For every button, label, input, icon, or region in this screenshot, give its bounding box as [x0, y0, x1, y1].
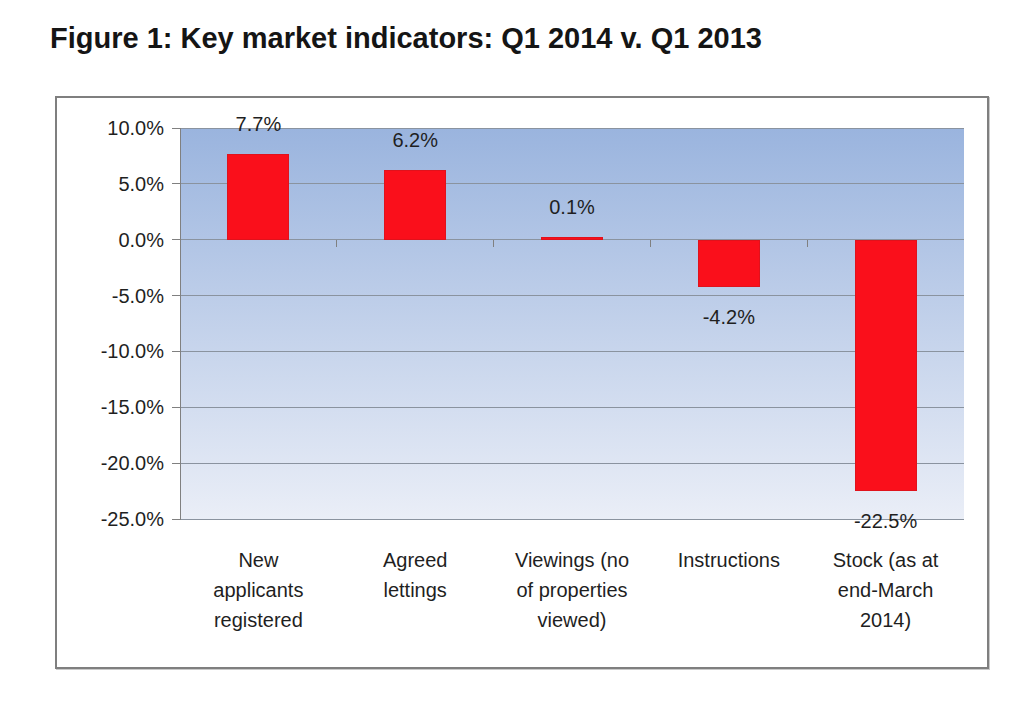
category-label-line: 2014)	[807, 605, 964, 635]
x-axis-tick	[493, 240, 494, 247]
gridline--10.0%	[180, 351, 964, 352]
y-axis-label: -20.0%	[57, 452, 164, 474]
x-axis-tick	[650, 240, 651, 247]
y-axis-tick	[172, 519, 180, 520]
plot-area: 7.7%6.2%0.1%-4.2%-22.5%	[180, 128, 964, 519]
y-axis-label: 10.0%	[57, 117, 164, 139]
category-label-line: Viewings (no	[494, 545, 651, 575]
category-label-line: Agreed	[337, 545, 494, 575]
category-label-line: of properties	[494, 575, 651, 605]
data-label-3: 0.1%	[502, 196, 642, 218]
category-label-line: lettings	[337, 575, 494, 605]
category-label-2: Agreedlettings	[337, 545, 494, 605]
y-axis-tick	[172, 351, 180, 352]
y-axis-label: -25.0%	[57, 508, 164, 530]
bar-2	[384, 170, 446, 239]
report-page: Figure 1: Key market indicators: Q1 2014…	[0, 0, 1024, 711]
y-axis-label: -10.0%	[57, 340, 164, 362]
category-label-3: Viewings (noof propertiesviewed)	[494, 545, 651, 635]
category-label-1: Newapplicantsregistered	[180, 545, 337, 635]
y-axis-tick	[172, 183, 180, 184]
bar-4	[698, 240, 760, 287]
x-axis-tick	[807, 240, 808, 247]
category-label-5: Stock (as atend-March2014)	[807, 545, 964, 635]
bar-5	[855, 240, 917, 491]
y-axis-label: -5.0%	[57, 285, 164, 307]
y-axis-label: -15.0%	[57, 396, 164, 418]
category-label-line: Stock (as at	[807, 545, 964, 575]
bar-1	[227, 154, 289, 240]
y-axis-tick	[172, 239, 180, 240]
data-label-5: -22.5%	[816, 510, 956, 532]
category-label-line: New	[180, 545, 337, 575]
data-label-4: -4.2%	[659, 306, 799, 328]
y-axis-tick	[172, 295, 180, 296]
category-label-line: Instructions	[650, 545, 807, 575]
gridline-5.0%	[180, 183, 964, 184]
chart-frame: 7.7% 6.2% 0.1% -4.2% -22.5% 10.0% 5.0% 0.0% -5.…	[55, 96, 989, 669]
category-label-line: registered	[180, 605, 337, 635]
figure-title: Figure 1: Key market indicators: Q1 2014…	[50, 22, 762, 55]
category-label-4: Instructions	[650, 545, 807, 575]
category-label-line: applicants	[180, 575, 337, 605]
data-label-2: 6.2%	[345, 129, 485, 151]
category-label-line: end-March	[807, 575, 964, 605]
y-axis-tick	[172, 407, 180, 408]
bar-3	[541, 237, 603, 240]
y-axis-tick	[172, 463, 180, 464]
gridline--5.0%	[180, 295, 964, 296]
y-axis-label: 0.0%	[57, 229, 164, 251]
data-label-1: 7.7%	[188, 113, 328, 135]
y-axis-label: 5.0%	[57, 173, 164, 195]
category-label-line: viewed)	[494, 605, 651, 635]
y-axis-tick	[172, 128, 180, 129]
gridline--15.0%	[180, 407, 964, 408]
gridline--20.0%	[180, 463, 964, 464]
y-axis-line	[180, 128, 181, 520]
x-axis-tick	[336, 240, 337, 247]
